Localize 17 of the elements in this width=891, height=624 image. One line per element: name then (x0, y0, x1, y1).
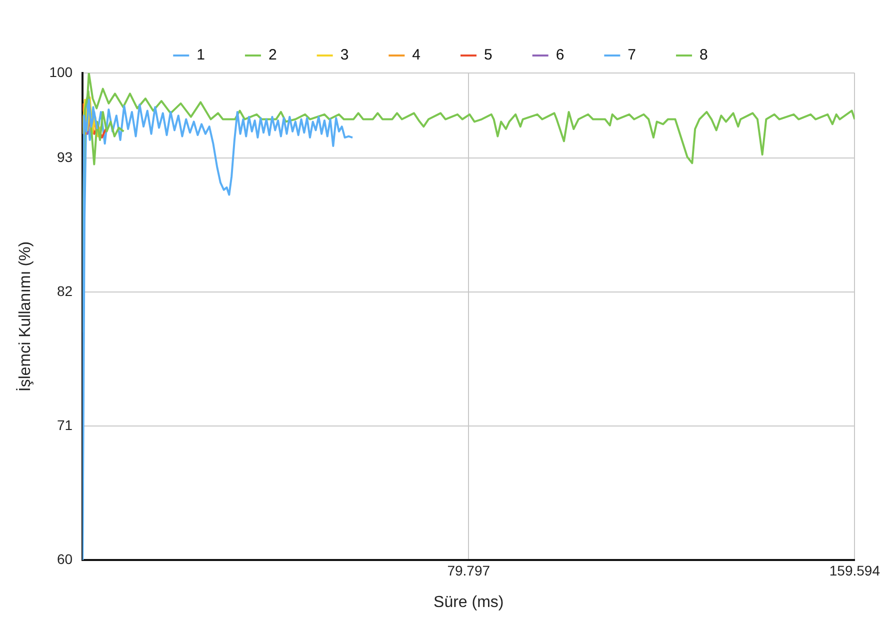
legend-label: 8 (700, 46, 708, 64)
x-tick-label: 159.594 (829, 562, 880, 578)
legend-label: 4 (412, 46, 420, 64)
legend-label: 6 (556, 46, 564, 64)
legend-label: 2 (268, 46, 277, 64)
y-tick-label: 71 (56, 416, 73, 433)
x-tick-label: 79.797 (447, 562, 490, 578)
legend-label: 7 (628, 46, 636, 64)
legend-label: 3 (340, 46, 349, 64)
y-tick-label: 60 (56, 550, 73, 567)
y-tick-label: 82 (56, 283, 73, 300)
legend-label: 5 (484, 46, 492, 64)
y-axis-title: İşlemci Kullanımı (%) (16, 241, 34, 392)
legend-label: 1 (196, 46, 205, 64)
x-axis-title: Süre (ms) (434, 594, 504, 611)
y-tick-label: 100 (49, 64, 73, 80)
y-tick-label: 93 (56, 149, 73, 166)
